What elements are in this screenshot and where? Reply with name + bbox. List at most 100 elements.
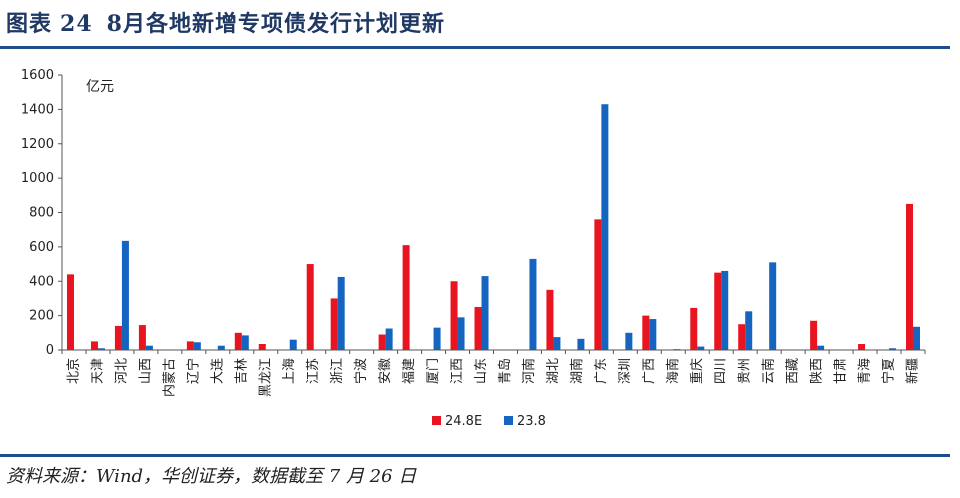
y-tick-label: 1000: [21, 171, 54, 186]
bar-24.8E-陕西: [810, 320, 818, 350]
bar-23.8-新疆: [913, 326, 921, 350]
bar-23.8-贵州: [745, 311, 753, 350]
bar-23.8-云南: [769, 262, 777, 350]
bar-23.8-江西: [457, 317, 465, 350]
bar-23.8-浙江: [337, 276, 345, 350]
y-tick-label: 1400: [21, 102, 54, 117]
category-label: 北京: [66, 358, 81, 384]
category-label: 湖南: [569, 358, 585, 384]
category-label: 河南: [521, 358, 537, 384]
category-label: 江苏: [305, 358, 321, 384]
category-label: 宁波: [353, 358, 369, 384]
bar-23.8-安徽: [385, 328, 393, 350]
bar-24.8E-新疆: [906, 203, 914, 350]
category-label: 江西: [450, 358, 465, 384]
bar-24.8E-重庆: [690, 307, 698, 350]
bar-23.8-天津: [97, 348, 105, 350]
bar-24.8E-广东: [594, 219, 602, 350]
category-label: 山东: [474, 358, 489, 384]
category-label: 黑龙江: [258, 358, 273, 397]
bar-23.8-上海: [289, 339, 297, 350]
figure-title: 图表 24 8月各地新增专项债发行计划更新: [6, 6, 445, 38]
category-label: 陕西: [810, 358, 825, 384]
bar-24.8E-福建: [402, 245, 410, 350]
bar-24.8E-山东: [474, 307, 482, 350]
figure-number: 24: [60, 11, 93, 37]
legend-swatch-24.8E: [432, 416, 441, 425]
bar-23.8-山西: [145, 345, 153, 350]
category-label: 安徽: [378, 358, 393, 384]
bar-24.8E-浙江: [330, 298, 338, 350]
bar-24.8E-吉林: [234, 332, 242, 350]
bar-24.8E-安徽: [378, 334, 386, 350]
bar-24.8E-辽宁: [186, 341, 194, 350]
figure-label: 图表: [6, 11, 53, 37]
category-label: 上海: [282, 358, 297, 384]
source-note: 资料来源：Wind，华创证券，数据截至 7 月 26 日: [6, 466, 417, 487]
bar-24.8E-贵州: [738, 324, 746, 350]
bar-23.8-山东: [481, 276, 489, 350]
bar-24.8E-黑龙江: [258, 343, 266, 350]
bar-23.8-广西: [649, 319, 657, 350]
chart-category-labels: 北京 天津 河北 山西 内蒙古 辽宁 大连 吉林 黑龙江 上海 江苏 浙江 宁波 安徽 福建 厦门 江西 山东 青岛…: [66, 358, 920, 397]
category-label: 宁夏: [881, 358, 897, 384]
category-label: 海南: [665, 358, 681, 384]
legend-swatch-23.8: [504, 416, 513, 425]
chart-legend: 24.8E 23.8: [432, 414, 546, 429]
chart-bars: [66, 104, 921, 350]
bar-24.8E-广西: [642, 315, 650, 350]
top-divider: [0, 46, 950, 49]
legend-label-24.8E: 24.8E: [445, 414, 482, 429]
bar-23.8-海南: [673, 349, 681, 350]
category-label: 天津: [90, 358, 105, 384]
bar-24.8E-山西: [138, 325, 146, 350]
bar-23.8-吉林: [241, 335, 249, 350]
bar-23.8-河北: [121, 240, 129, 350]
bar-23.8-大连: [217, 345, 225, 350]
category-label: 广西: [642, 358, 657, 384]
bar-23.8-湖北: [553, 337, 561, 350]
category-label: 青岛: [497, 358, 513, 384]
category-label: 新疆: [905, 358, 921, 384]
bar-24.8E-天津: [90, 341, 98, 350]
bar-chart: 0 200 400 600 800 1000 1200 1400 1600 北京 天津 河北 山西 内蒙…: [21, 68, 926, 429]
bar-24.8E-江西: [450, 281, 458, 350]
y-axis-unit-label: 亿元: [86, 79, 114, 95]
y-tick-label: 1200: [21, 137, 54, 152]
bar-24.8E-河北: [114, 325, 122, 350]
y-tick-label: 1600: [21, 68, 54, 83]
category-label: 辽宁: [185, 358, 201, 384]
category-label: 湖北: [546, 358, 561, 384]
bar-23.8-宁夏: [889, 348, 897, 350]
legend-label-23.8: 23.8: [517, 414, 546, 429]
category-label: 深圳: [618, 358, 633, 384]
category-label: 浙江: [330, 358, 345, 384]
category-label: 内蒙古: [161, 358, 177, 397]
bar-23.8-湖南: [577, 338, 585, 350]
category-label: 福建: [402, 358, 417, 384]
bar-24.8E-北京: [66, 274, 74, 350]
category-label: 重庆: [689, 358, 705, 384]
bar-23.8-广东: [601, 104, 609, 350]
bar-24.8E-江苏: [306, 264, 314, 350]
category-label: 吉林: [234, 358, 249, 384]
category-label: 大连: [209, 358, 225, 384]
bar-23.8-厦门: [433, 327, 441, 350]
bar-23.8-陕西: [817, 345, 825, 350]
y-tick-label: 200: [29, 309, 54, 324]
chart-axes: 0 200 400 600 800 1000 1200 1400 1600: [21, 68, 926, 358]
bar-24.8E-四川: [714, 272, 722, 350]
bar-24.8E-青海: [858, 343, 866, 350]
category-label: 西藏: [786, 358, 801, 384]
category-label: 甘肃: [834, 358, 849, 384]
category-label: 贵州: [738, 358, 753, 384]
bar-24.8E-湖北: [546, 289, 554, 350]
figure-title-text: 8月各地新增专项债发行计划更新: [106, 11, 445, 37]
bar-23.8-重庆: [697, 346, 705, 350]
y-tick-label: 600: [29, 240, 54, 255]
bar-23.8-河南: [529, 258, 537, 350]
category-label: 云南: [761, 358, 777, 384]
y-tick-label: 400: [29, 274, 54, 289]
bottom-divider: [0, 454, 950, 457]
y-tick-label: 0: [46, 343, 54, 358]
